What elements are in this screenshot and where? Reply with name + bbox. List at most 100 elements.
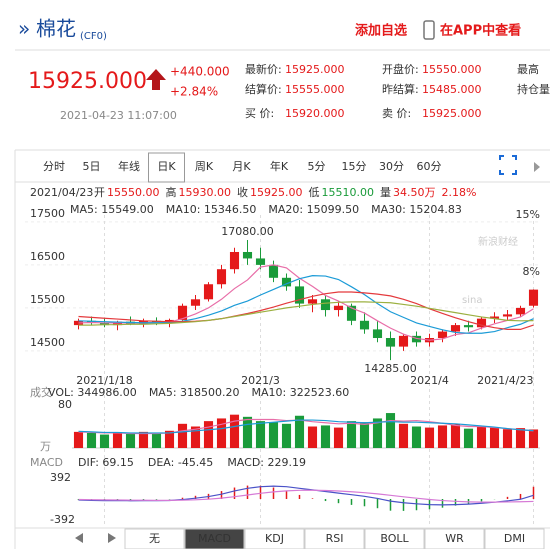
title: 棉花: [36, 17, 76, 41]
volume-bar: [294, 415, 305, 448]
candle-body: [385, 338, 396, 347]
info-value: 34.50万: [393, 186, 436, 199]
info-date: 2021/04/23: [30, 186, 93, 199]
volume-bar: [333, 427, 344, 448]
volume-bar: [502, 429, 513, 448]
candle-body: [489, 316, 500, 319]
indicator-tab[interactable]: 无: [149, 532, 160, 545]
info-value: 15510.00: [322, 186, 375, 199]
candle-body: [411, 335, 422, 343]
field-value: 15550.000: [422, 63, 482, 76]
candle-body: [99, 322, 110, 326]
volume-bar: [372, 418, 383, 448]
volume-bar: [125, 434, 136, 448]
volume-bar: [359, 422, 370, 448]
tab[interactable]: 月K: [232, 160, 251, 173]
tab[interactable]: 周K: [195, 160, 214, 173]
tab[interactable]: 30分: [379, 160, 404, 173]
tab[interactable]: 日K: [157, 160, 176, 173]
ma-legend: MA20: 15099.50: [268, 203, 359, 216]
indicator-tab-bg: [124, 528, 185, 549]
annotation: 14285.00: [364, 362, 417, 375]
candle-body: [476, 318, 487, 328]
x-tick-label: 2021/1/18: [76, 374, 132, 387]
change: +440.000: [170, 65, 230, 79]
volume-ma-line: [78, 419, 534, 434]
add-watch[interactable]: 添加自选: [355, 23, 407, 39]
volume-bar: [424, 427, 435, 448]
fullscreen-icon[interactable]: [499, 155, 517, 175]
tab[interactable]: 15分: [342, 160, 367, 173]
candle-body: [515, 307, 526, 315]
candle-body: [437, 331, 448, 339]
volume-bar: [242, 416, 253, 448]
code: (CF0): [80, 31, 107, 42]
indicator-tab-bg: [364, 528, 425, 549]
field-value: 15920.000: [285, 107, 345, 120]
open-app[interactable]: 在APP中查看: [440, 23, 521, 39]
volume-legend: MA10: 322523.60: [252, 386, 350, 399]
candle-body: [190, 299, 201, 306]
candle-body: [307, 299, 318, 304]
field-label: 最新价:: [245, 62, 282, 76]
candle-body: [359, 320, 370, 330]
field-value: 15485.000: [422, 83, 482, 96]
indicator-tab[interactable]: KDJ: [265, 532, 284, 545]
volume-bar: [190, 426, 201, 448]
indicator-tab[interactable]: DMI: [504, 532, 525, 545]
volume-bar: [281, 423, 292, 448]
tab[interactable]: 年线: [118, 159, 140, 173]
y2-tick-label: 15%: [516, 208, 540, 221]
info-value: 15930.00: [179, 186, 232, 199]
next-icon[interactable]: [534, 162, 540, 172]
tab[interactable]: 5分: [308, 160, 326, 173]
ma-legend: MA10: 15346.50: [166, 203, 257, 216]
field-value: 15925.000: [422, 107, 482, 120]
watermark: 新浪财经: [478, 235, 518, 248]
annotation: 17080.00: [221, 225, 274, 238]
indicator-tab[interactable]: MACD: [198, 532, 231, 545]
volume-bar: [138, 431, 149, 448]
tab-active: [148, 152, 185, 183]
candle-body: [203, 284, 214, 300]
ma-line: [78, 291, 534, 331]
volume-bar: [489, 427, 500, 448]
ma-legend: MA30: 15204.83: [371, 203, 462, 216]
volume-bar: [203, 421, 214, 448]
y-tick-label: 16500: [30, 250, 65, 263]
y-tick-label: 17500: [30, 207, 65, 220]
field-value: 15555.000: [285, 83, 345, 96]
ma-line: [78, 301, 534, 326]
volume-legend: MA5: 318500.20: [149, 386, 240, 399]
watermark-logo: sina: [462, 295, 482, 306]
info-value: 15925.00: [250, 186, 303, 199]
indicator-tab[interactable]: RSI: [326, 532, 344, 545]
volume-tick-label: 80: [58, 398, 72, 411]
tab[interactable]: 5日: [83, 160, 101, 173]
tab[interactable]: 年K: [270, 159, 289, 173]
field-label: 最高: [517, 62, 539, 76]
y2-tick-label: 8%: [523, 265, 540, 278]
volume-bar: [229, 414, 240, 448]
volume-unit: 万: [40, 440, 51, 453]
field-label: 开盘价:: [382, 62, 419, 76]
macd-line: [78, 489, 534, 503]
volume-bar: [463, 428, 474, 448]
volume-bar: [385, 413, 396, 448]
candle-body: [398, 335, 409, 347]
indicator-tab[interactable]: WR: [445, 532, 464, 545]
info-pct: 2.18%: [442, 186, 477, 199]
volume-bar: [346, 421, 357, 448]
tab[interactable]: 60分: [417, 160, 442, 173]
next-arrow[interactable]: [108, 533, 116, 543]
volume-bar: [320, 425, 331, 448]
tab[interactable]: 分时: [43, 160, 65, 173]
volume-bar: [398, 423, 409, 448]
indicator-tab[interactable]: BOLL: [380, 532, 409, 545]
volume-bar: [177, 423, 188, 448]
prev-arrow[interactable]: [75, 533, 83, 543]
candle-body: [229, 251, 240, 270]
info-label: 量: [380, 186, 391, 199]
info-label: 开: [94, 186, 105, 199]
candle-body: [463, 325, 474, 328]
